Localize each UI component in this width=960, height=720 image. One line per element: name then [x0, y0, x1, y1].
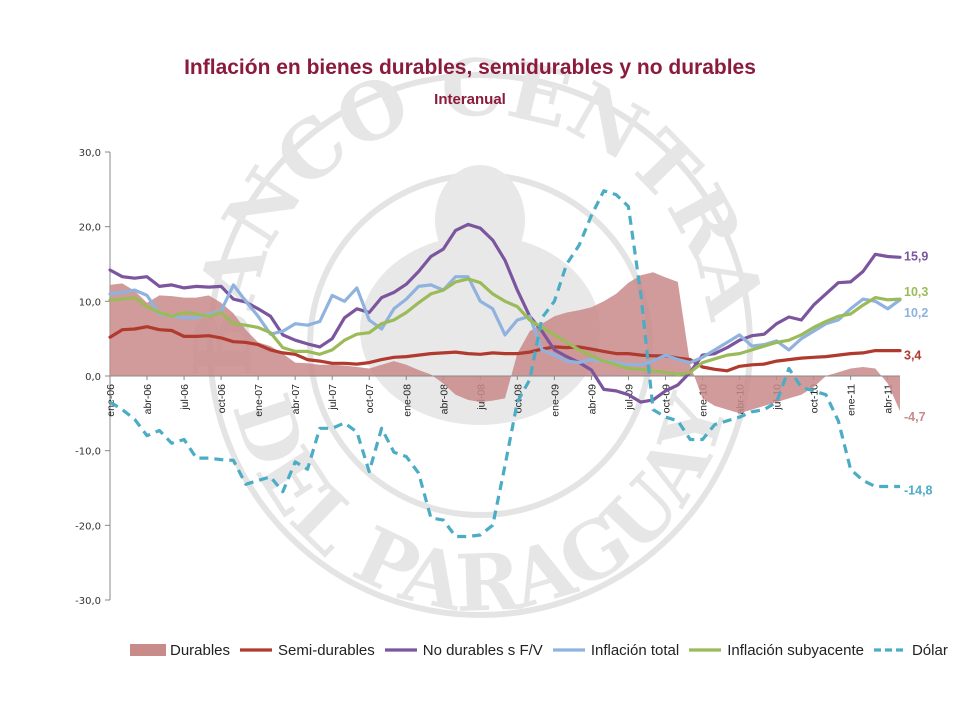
- legend-item-inflacion-subyacente: Inflación subyacente: [687, 642, 864, 659]
- series-semi-durables-line: [108, 325, 902, 373]
- x-tick-label: jul-07: [327, 384, 339, 411]
- end-label-durables: -4,7: [904, 410, 926, 424]
- legend-item-inflacion-total: Inflación total: [551, 642, 679, 659]
- x-tick-label: ene-11: [846, 384, 858, 416]
- legend-item-semi-durables: Semi-durables: [238, 642, 375, 659]
- y-tick-label: -20,0: [75, 521, 101, 532]
- end-label-dolar: -14,8: [904, 484, 933, 498]
- end-label-inflacion-subyacente: 10,3: [904, 285, 928, 299]
- y-tick-label: 0,0: [85, 372, 101, 383]
- legend-label: Inflación subyacente: [727, 641, 864, 659]
- legend-swatch: [689, 648, 722, 652]
- end-label-semi-durables: 3,4: [904, 349, 921, 363]
- end-label-no-durables-s-f-v: 15,9: [904, 249, 928, 263]
- end-label-inflacion-total: 10,2: [904, 306, 928, 320]
- x-tick-label: oct-06: [216, 384, 228, 413]
- y-tick-label: 30,0: [79, 148, 101, 159]
- legend-swatch: [240, 648, 273, 652]
- series-durables-area: [110, 272, 900, 414]
- legend-label: Dólar: [911, 641, 948, 659]
- y-tick-label: 20,0: [79, 223, 101, 234]
- chart-subtitle: Interanual: [434, 91, 506, 108]
- x-tick-label: abr-07: [290, 384, 302, 415]
- legend-label: No durables s F/V: [422, 641, 543, 659]
- series-dolar-line: [109, 189, 900, 539]
- x-tick-label: ene-07: [253, 384, 265, 417]
- x-tick-label: abr-08: [438, 384, 450, 415]
- y-tick-label: 10,0: [79, 297, 101, 308]
- legend-label: Semi-durables: [278, 641, 375, 659]
- x-tick-label: jul-06: [179, 384, 191, 411]
- legend-item-dolar: Dólar: [872, 642, 948, 659]
- x-tick-label: oct-07: [364, 384, 376, 413]
- x-tick-label: ene-06: [105, 384, 117, 417]
- legend-item-no-durables-s-f-v: No durables s F/V: [383, 642, 543, 659]
- x-tick-label: abr-09: [586, 384, 598, 415]
- legend-label: Durables: [170, 641, 231, 659]
- series-no-durables-s-f-v-line: [108, 222, 902, 404]
- x-tick-label: ene-08: [401, 384, 413, 417]
- series-inflacion-subyacente-line: [108, 277, 902, 377]
- legend-swatch: [130, 644, 166, 656]
- legend-label: Inflación total: [590, 641, 680, 659]
- x-tick-label: ene-09: [549, 384, 561, 417]
- legend-item-durables: Durables: [130, 642, 230, 659]
- legend: Durables Semi-durables No durables s F/V In…: [130, 636, 948, 664]
- legend-swatch: [873, 648, 906, 652]
- chart-title: Inflación en bienes durables, semidurabl…: [184, 56, 756, 79]
- y-tick-label: -10,0: [75, 447, 101, 458]
- y-tick-label: -30,0: [75, 596, 101, 607]
- x-tick-label: jul-09: [623, 384, 635, 411]
- legend-swatch: [552, 648, 585, 652]
- x-tick-label: abr-06: [142, 384, 154, 415]
- legend-swatch: [384, 648, 417, 652]
